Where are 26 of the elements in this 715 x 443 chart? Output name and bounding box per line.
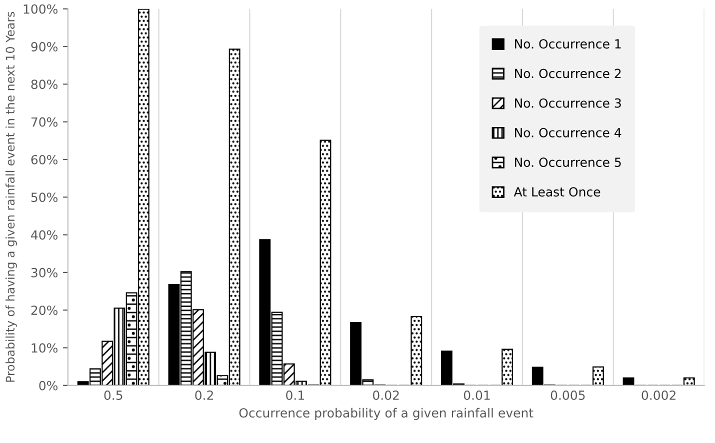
legend-label: No. Occurrence 3: [515, 98, 621, 108]
y-tick-label: 80%: [31, 80, 58, 90]
legend-label: No. Occurrence 5: [515, 158, 621, 167]
y-tick-label: 90%: [31, 42, 58, 52]
y-tick-label: 70%: [31, 117, 58, 127]
y-tick-label: 40%: [31, 230, 58, 240]
y-axis-title: Probability of having a given rainfall event in the next 10 Years: [5, 12, 17, 382]
y-tick-label: 60%: [31, 154, 58, 164]
y-tick-label: 0%: [39, 380, 58, 390]
legend-label: At Least Once: [514, 187, 600, 197]
x-tick-label: 0.005: [550, 390, 585, 400]
x-tick-label: 0.02: [373, 390, 399, 400]
y-tick-label: 50%: [31, 192, 58, 202]
x-tick-label: 0.01: [464, 390, 490, 400]
x-tick-label: 0.1: [286, 390, 304, 400]
y-tick-label: 30%: [31, 268, 58, 278]
x-tick-label: 0.5: [104, 390, 122, 400]
legend-label: No. Occurrence 1: [515, 39, 621, 49]
x-tick-label: 0.002: [642, 390, 676, 400]
y-tick-label: 10%: [32, 343, 58, 353]
legend-label: No. Occurrence 4: [515, 128, 622, 138]
y-tick-label: 20%: [31, 306, 58, 316]
legend-label: No. Occurrence 2: [515, 68, 621, 78]
x-tick-label: 0.2: [195, 390, 213, 400]
y-tick-label: 100%: [24, 4, 58, 14]
x-axis-title: Occurrence probability of a given rainfall event: [239, 408, 534, 420]
